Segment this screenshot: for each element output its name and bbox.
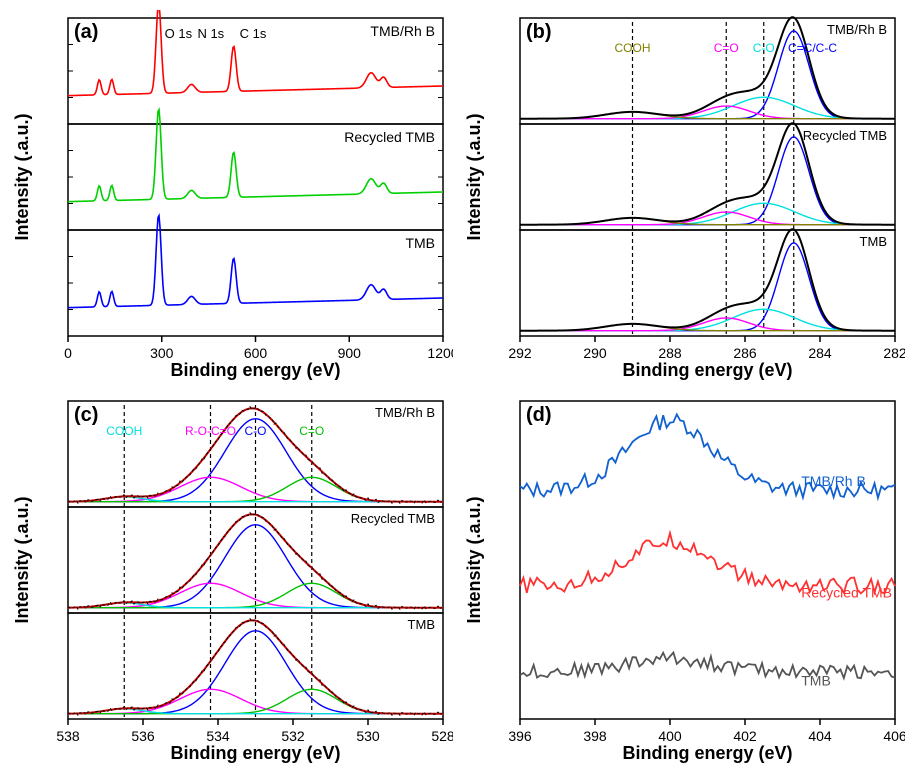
peak-annotation: R-O-C=O: [185, 424, 236, 438]
subpanel-label: Recycled TMB: [344, 129, 435, 145]
svg-text:534: 534: [206, 728, 230, 744]
svg-text:290: 290: [583, 345, 607, 361]
peak-annotation: C=O: [713, 41, 738, 55]
peak-annotation: C 1s: [240, 26, 267, 41]
subpanel-label: Recycled TMB: [351, 511, 435, 526]
peak-annotation: N 1s: [197, 26, 224, 41]
peak-annotation: C-O: [752, 41, 774, 55]
svg-text:288: 288: [658, 345, 682, 361]
svg-text:282: 282: [883, 345, 905, 361]
svg-text:528: 528: [431, 728, 453, 744]
panel-b: 292 290 288 286 284 282 Binding energy (eV) Int…: [462, 10, 906, 385]
xlabel: Binding energy (eV): [622, 360, 792, 380]
ylabel: Intensity (.a.u.): [464, 113, 484, 240]
subpanel-label: TMB: [408, 617, 435, 632]
subpanel-label: TMB/Rh B: [827, 22, 887, 37]
peak-annotation: COOH: [614, 41, 650, 55]
panel-c: 538 536 534 532 530 528 Binding energy (eV) Int…: [10, 393, 454, 768]
ylabel: Intensity (.a.u.): [12, 496, 32, 623]
panel-letter: (c): [74, 404, 98, 426]
peak-annotation: C=C/C-C: [787, 41, 836, 55]
panel-d: 396 398 400 402 404 406 Binding energy (eV) Int…: [462, 393, 906, 768]
xlabel: Binding energy (eV): [622, 743, 792, 763]
svg-text:286: 286: [733, 345, 757, 361]
series-label: Recycled TMB: [801, 584, 892, 600]
xtick-label: 1200: [427, 345, 453, 361]
svg-text:532: 532: [281, 728, 305, 744]
peak-annotation: C-O: [245, 424, 267, 438]
peak-annotation: C=O: [299, 424, 324, 438]
subpanel-label: TMB: [859, 234, 886, 249]
xtick-label: 300: [150, 345, 174, 361]
svg-text:404: 404: [808, 728, 832, 744]
figure-grid: 0 300 600 900 1200 Binding energy (eV) Intensi…: [10, 10, 905, 767]
subpanel-label: Recycled TMB: [802, 128, 886, 143]
xtick-label: 600: [244, 345, 268, 361]
svg-text:538: 538: [56, 728, 80, 744]
svg-text:406: 406: [883, 728, 905, 744]
svg-text:396: 396: [508, 728, 532, 744]
xtick-label: 900: [338, 345, 362, 361]
peak-annotation: COOH: [106, 424, 142, 438]
svg-text:530: 530: [356, 728, 380, 744]
subpanel-label: TMB/Rh B: [370, 23, 435, 39]
svg-text:400: 400: [658, 728, 682, 744]
peak-annotation: O 1s: [165, 26, 193, 41]
svg-text:292: 292: [508, 345, 532, 361]
xlabel: Binding energy (eV): [170, 743, 340, 763]
subpanel-label: TMB: [405, 235, 435, 251]
series-label: TMB/Rh B: [801, 473, 866, 489]
subpanel-label: TMB/Rh B: [375, 405, 435, 420]
ylabel: Intensity (.a.u.): [464, 496, 484, 623]
xlabel: Binding energy (eV): [170, 360, 340, 380]
panel-a: 0 300 600 900 1200 Binding energy (eV) Intensi…: [10, 10, 454, 385]
envelope-trace: [520, 229, 895, 330]
series-label: TMB: [801, 672, 831, 688]
n1s-trace: [520, 652, 895, 678]
svg-text:284: 284: [808, 345, 832, 361]
panel-letter: (d): [526, 404, 552, 426]
ylabel: Intensity (.a.u.): [12, 113, 32, 240]
svg-text:398: 398: [583, 728, 607, 744]
svg-text:402: 402: [733, 728, 757, 744]
panel-letter: (b): [526, 21, 552, 43]
svg-text:536: 536: [131, 728, 155, 744]
panel-letter: (a): [74, 21, 98, 43]
xtick-label: 0: [64, 345, 72, 361]
